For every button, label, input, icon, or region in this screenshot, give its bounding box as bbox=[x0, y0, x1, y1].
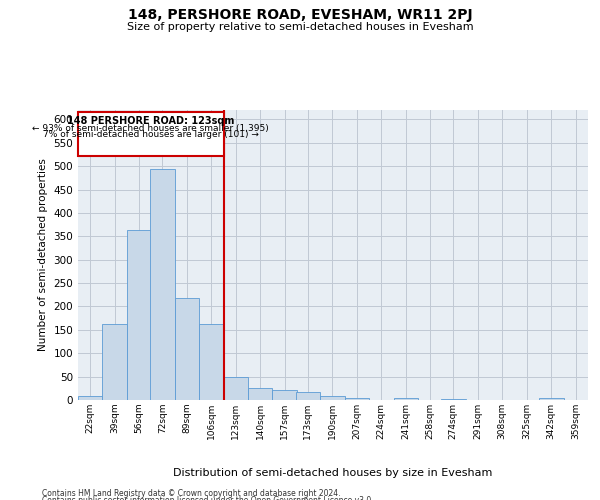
Bar bbox=[344, 398, 369, 400]
Bar bbox=[103, 324, 127, 400]
Bar bbox=[224, 376, 248, 400]
Bar bbox=[296, 392, 320, 400]
Bar bbox=[272, 390, 297, 400]
Bar bbox=[248, 388, 272, 400]
Y-axis label: Number of semi-detached properties: Number of semi-detached properties bbox=[38, 158, 48, 352]
Text: Contains HM Land Registry data © Crown copyright and database right 2024.: Contains HM Land Registry data © Crown c… bbox=[42, 488, 341, 498]
Bar bbox=[320, 396, 344, 400]
Bar bbox=[175, 298, 199, 400]
Text: Distribution of semi-detached houses by size in Evesham: Distribution of semi-detached houses by … bbox=[173, 468, 493, 477]
Bar bbox=[150, 170, 175, 400]
Text: 148 PERSHORE ROAD: 123sqm: 148 PERSHORE ROAD: 123sqm bbox=[67, 116, 235, 126]
Bar bbox=[394, 398, 418, 400]
Text: 148, PERSHORE ROAD, EVESHAM, WR11 2PJ: 148, PERSHORE ROAD, EVESHAM, WR11 2PJ bbox=[128, 8, 472, 22]
FancyBboxPatch shape bbox=[78, 112, 224, 156]
Bar bbox=[199, 324, 224, 400]
Bar bbox=[441, 398, 466, 400]
Text: Size of property relative to semi-detached houses in Evesham: Size of property relative to semi-detach… bbox=[127, 22, 473, 32]
Bar bbox=[127, 230, 151, 400]
Text: Contains public sector information licensed under the Open Government Licence v3: Contains public sector information licen… bbox=[42, 496, 374, 500]
Bar bbox=[78, 396, 103, 400]
Text: ← 93% of semi-detached houses are smaller (1,395): ← 93% of semi-detached houses are smalle… bbox=[32, 124, 269, 132]
Bar bbox=[539, 398, 563, 400]
Text: 7% of semi-detached houses are larger (101) →: 7% of semi-detached houses are larger (1… bbox=[43, 130, 259, 138]
